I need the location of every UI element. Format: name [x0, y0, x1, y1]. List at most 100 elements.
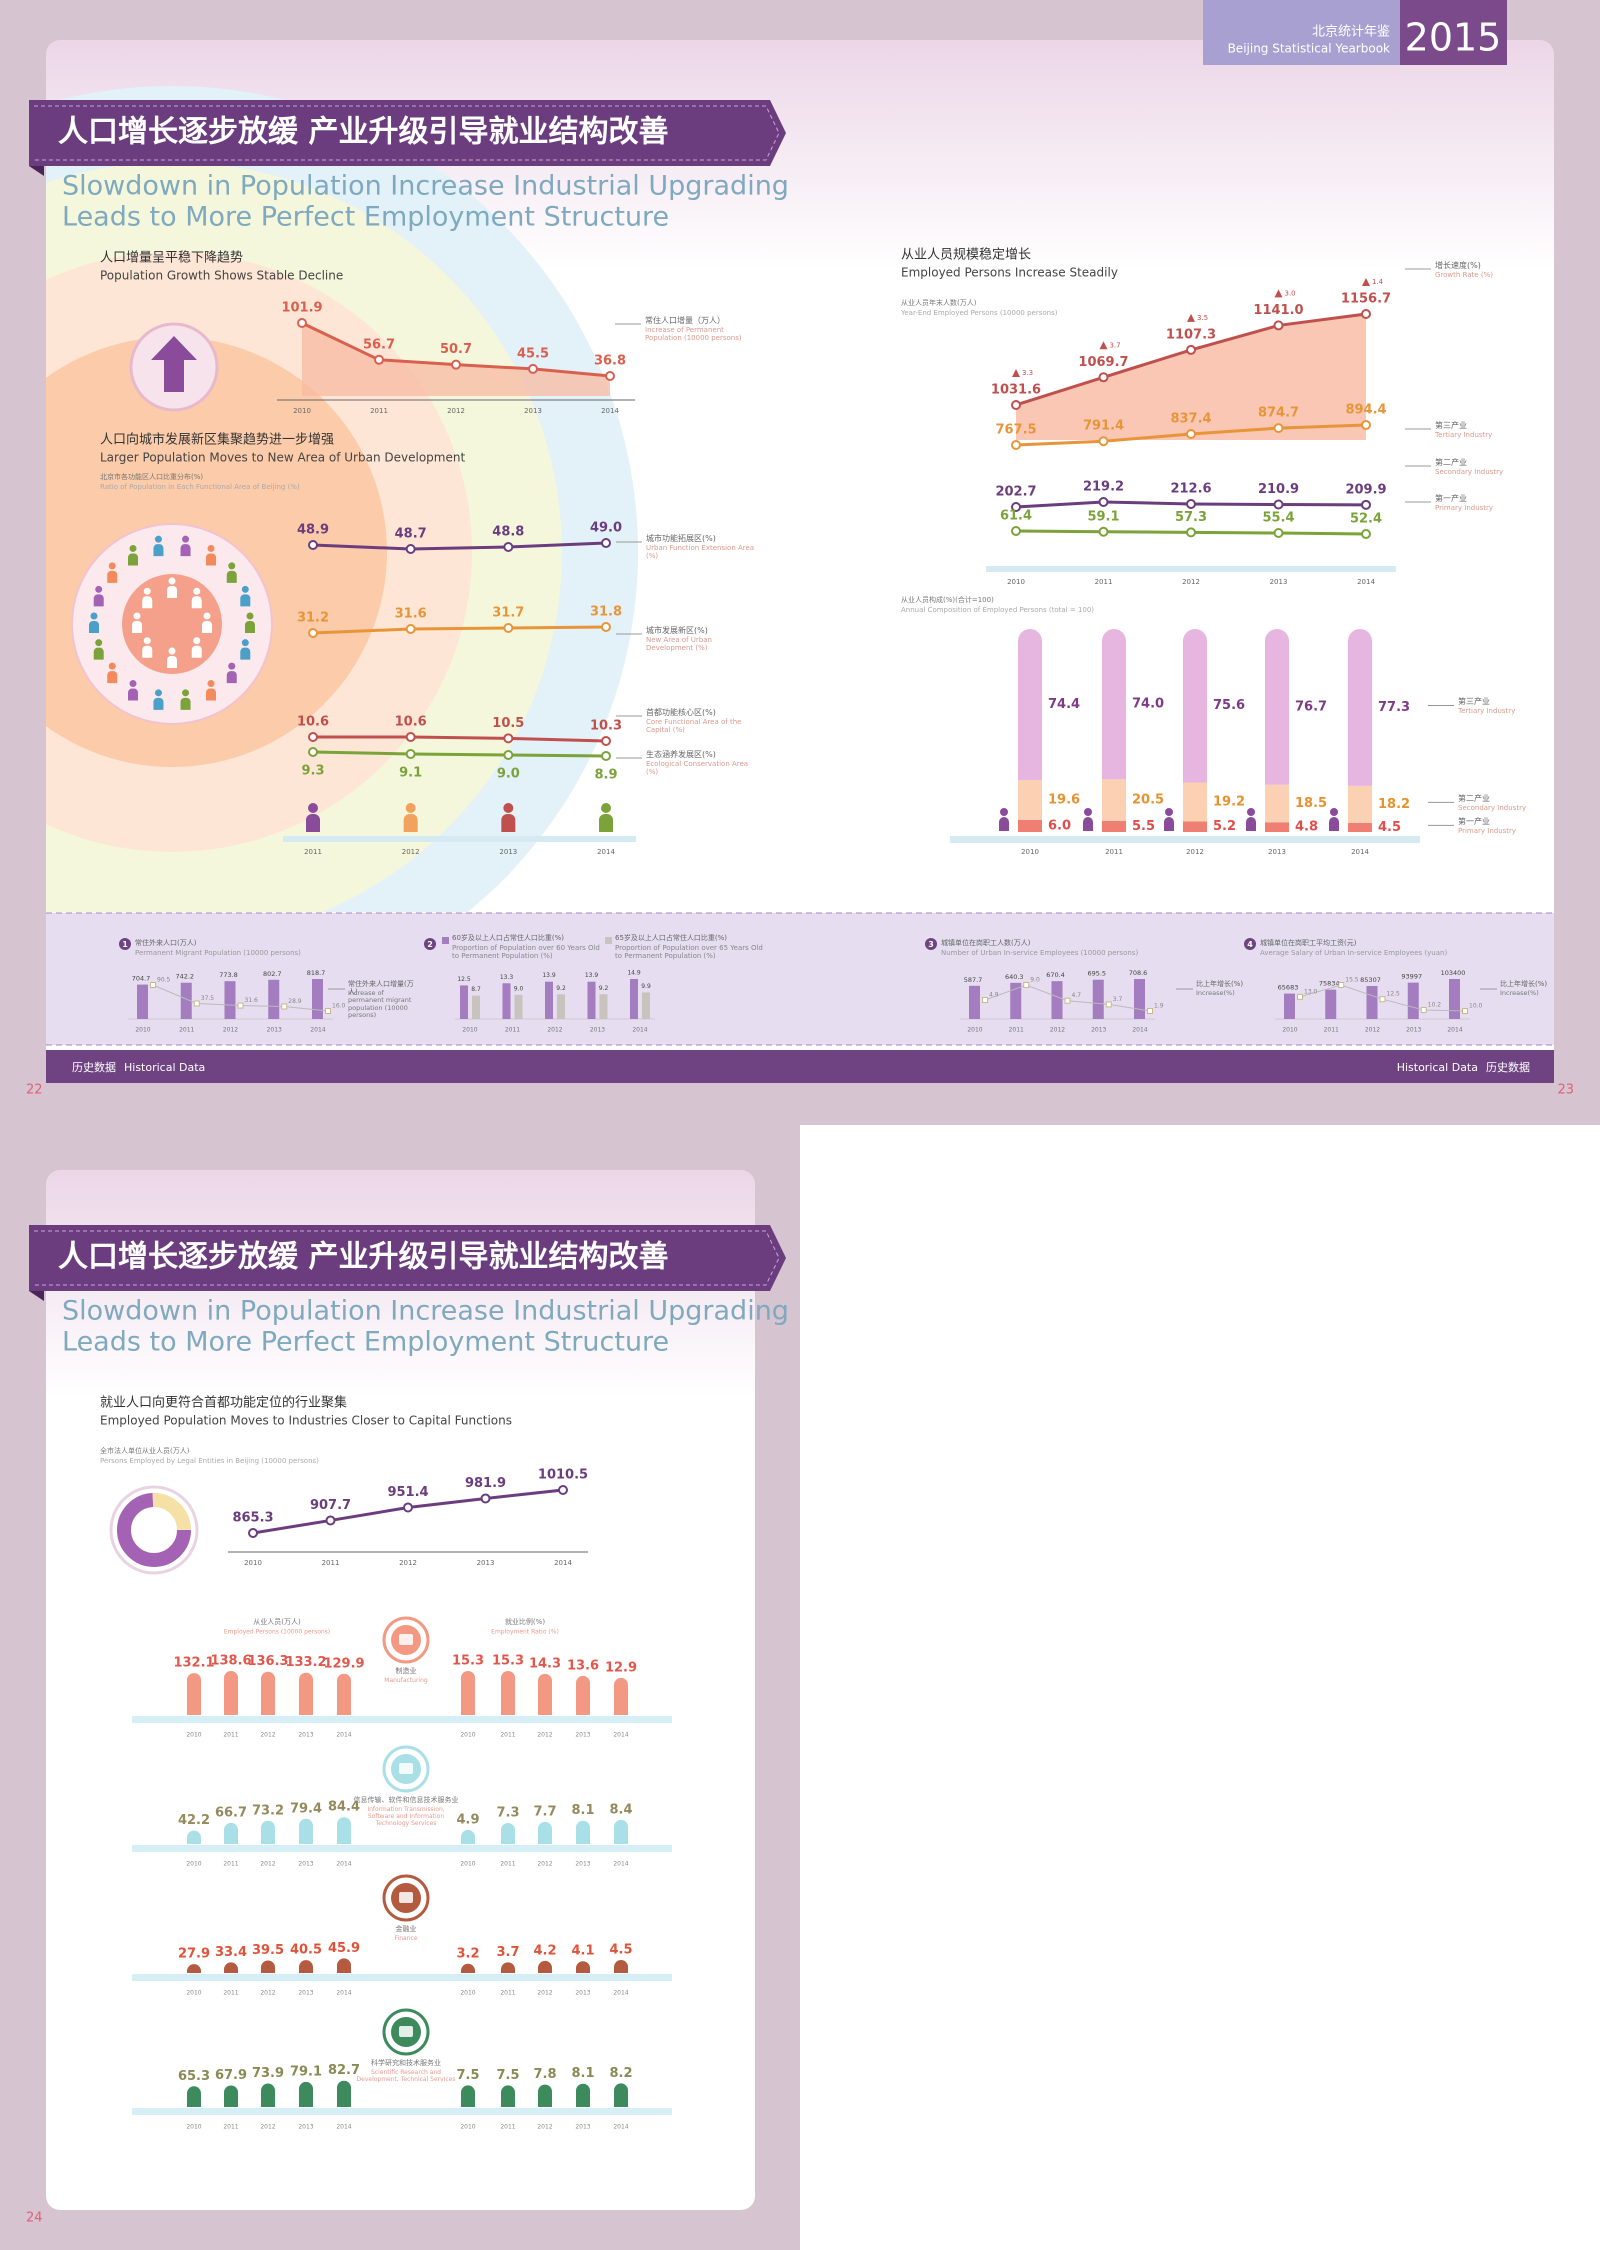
value-label: 1107.3	[1166, 327, 1216, 342]
marker	[119, 938, 131, 950]
marker	[424, 938, 436, 950]
bar	[460, 985, 468, 1019]
x-tick-label: 2013	[499, 848, 517, 856]
value-label: 4.9	[456, 1812, 479, 1827]
person-icon	[191, 645, 202, 658]
x-tick-label: 2013	[575, 1732, 590, 1739]
value-label: 133.2	[285, 1655, 326, 1670]
bar	[614, 1819, 628, 1844]
value-label: 79.1	[290, 2064, 322, 2079]
bar	[1284, 993, 1295, 1019]
value-label: 209.9	[1345, 482, 1386, 497]
bar	[180, 982, 192, 1019]
person-icon	[1246, 817, 1256, 831]
x-tick-label: 2011	[223, 1861, 238, 1868]
bar	[538, 1960, 552, 1973]
point	[1098, 436, 1109, 447]
value-label: 45.9	[328, 1941, 360, 1956]
point	[405, 624, 416, 634]
value-label: 49.0	[590, 521, 622, 536]
value-label: 18.2	[1378, 797, 1410, 812]
person-icon	[128, 553, 138, 566]
person-icon	[107, 671, 118, 684]
value-label: 9.1	[399, 766, 422, 781]
point	[405, 732, 416, 742]
bar-segment	[1265, 822, 1289, 832]
bar	[514, 994, 523, 1019]
value-label: 7.8	[533, 2067, 556, 2082]
point	[1420, 1007, 1427, 1014]
value-label: 82.7	[328, 2063, 360, 2078]
value-label: 4.5	[609, 1943, 632, 1958]
point	[308, 540, 318, 550]
person-icon	[403, 814, 418, 832]
x-tick-label: 2012	[223, 1027, 238, 1034]
person-icon	[180, 544, 191, 557]
x-tick-label: 2011	[223, 1732, 238, 1739]
bar	[501, 1823, 515, 1844]
person-icon	[202, 621, 212, 633]
person-icon	[154, 689, 162, 697]
x-tick-label: 2011	[1095, 578, 1113, 586]
value-label: 13.6	[567, 1658, 599, 1673]
x-tick-label: 2010	[186, 1861, 201, 1868]
value-label: 210.9	[1258, 482, 1299, 497]
axis-label: 全市法人单位从业人员(万人)	[100, 1446, 190, 1455]
bar	[538, 2084, 552, 2107]
person-icon	[143, 587, 151, 595]
person-icon	[108, 562, 116, 570]
value-label: 16.0	[332, 1003, 346, 1010]
x-tick-label: 2012	[1365, 1027, 1380, 1034]
x-tick-label: 2010	[1021, 848, 1039, 856]
value-label: 10.2	[1428, 1002, 1442, 1009]
marker-number: 2	[427, 940, 433, 949]
value-label: 10.6	[297, 715, 329, 730]
x-tick-label: 2011	[223, 1990, 238, 1997]
bar	[337, 2080, 351, 2107]
point	[1379, 996, 1386, 1003]
value-label: 14.3	[529, 1656, 561, 1671]
value-label: 74.0	[1132, 697, 1164, 712]
footer-bar	[46, 1050, 1554, 1083]
bar	[576, 1961, 591, 1973]
value-label: 907.7	[310, 1498, 351, 1513]
point	[1011, 440, 1021, 450]
panel-header: Employment Ratio (%)	[491, 1629, 559, 1636]
value-label: 13.0	[1304, 988, 1318, 995]
growth-arrow	[1274, 289, 1283, 298]
chart-subtitle: Population Growth Shows Stable Decline	[100, 269, 343, 283]
point	[1011, 502, 1021, 512]
chart-title: 人口增量呈平稳下降趋势	[100, 250, 243, 266]
bar	[630, 979, 638, 1019]
person-icon	[1329, 817, 1339, 831]
value-label: 33.4	[215, 1945, 247, 1960]
line	[312, 541, 607, 551]
point	[1147, 1008, 1153, 1014]
chart-subtitle: Larger Population Moves to New Area of U…	[100, 451, 465, 465]
legend-swatch	[442, 937, 449, 944]
bar	[1051, 981, 1063, 1019]
bar	[224, 1822, 238, 1844]
x-tick-label: 2013	[575, 2124, 590, 2131]
value-label: 704.7	[132, 975, 151, 983]
point	[601, 538, 611, 548]
person-icon	[129, 544, 137, 552]
person-icon	[132, 621, 142, 633]
person-icon	[133, 612, 141, 620]
value-label: 1069.7	[1078, 355, 1128, 370]
value-label: 75.6	[1213, 698, 1245, 713]
x-tick-label: 2014	[613, 2124, 628, 2131]
value-label: 1141.0	[1253, 303, 1303, 318]
value-label: 90.5	[157, 977, 171, 984]
point	[503, 542, 514, 552]
bar-segment	[1183, 821, 1207, 832]
bar-segment	[1348, 629, 1372, 786]
growth-arrow	[1362, 278, 1370, 286]
x-tick-label: 2012	[537, 1861, 552, 1868]
value-label: 9.9	[641, 983, 651, 990]
footer-text: Historical Data	[1397, 1061, 1478, 1074]
bar	[501, 1962, 515, 1973]
person-icon	[245, 621, 255, 633]
person-icon	[89, 621, 99, 633]
platform	[132, 1974, 672, 1981]
